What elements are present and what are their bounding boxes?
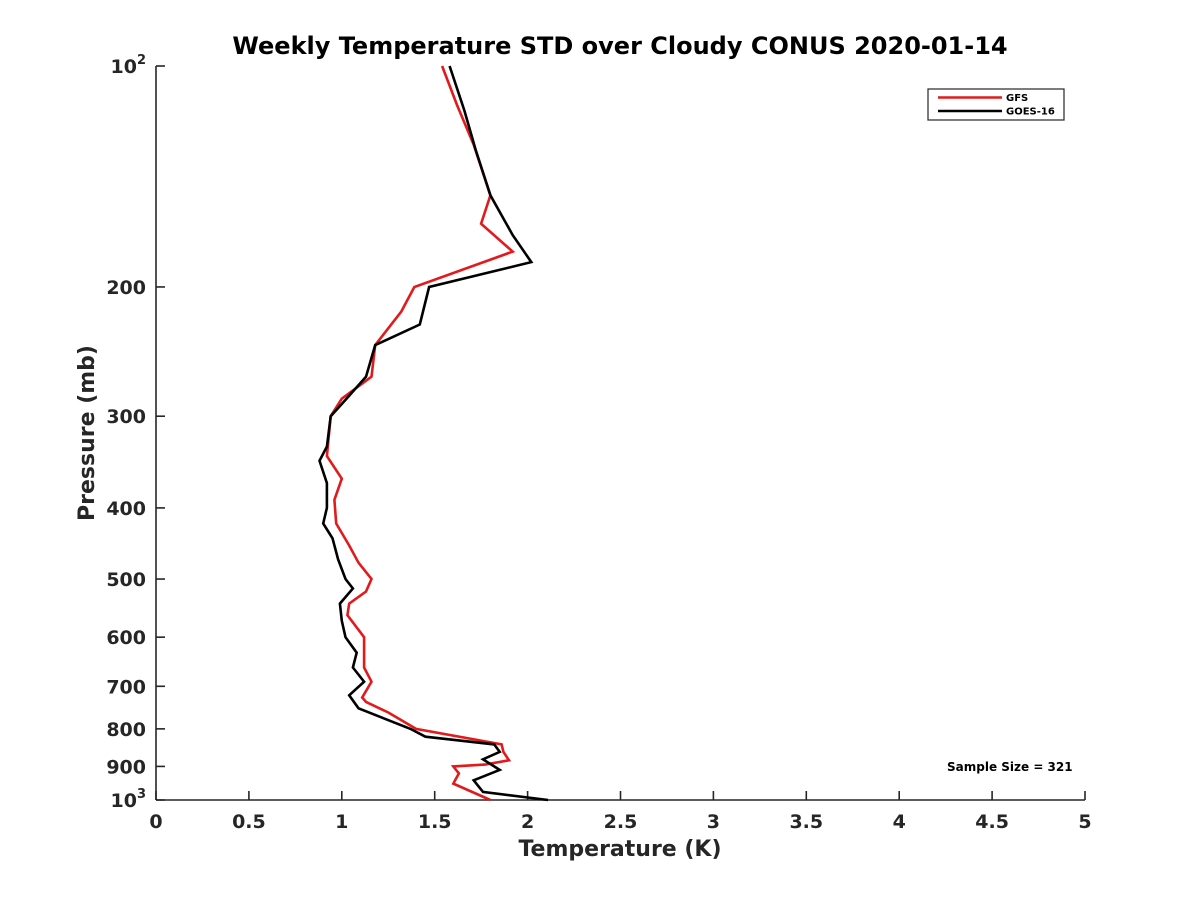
legend-goes16-label: GOES-16	[1006, 107, 1055, 118]
x-tick-label: 4.5	[975, 811, 1009, 833]
y-tick-label: 200	[106, 277, 146, 299]
legend-box	[927, 88, 1065, 121]
chart-title: Weekly Temperature STD over Cloudy CONUS…	[232, 32, 1007, 60]
y-tick-label: 700	[106, 676, 146, 698]
x-tick-label: 5	[1078, 811, 1091, 833]
y-tick-label: 500	[106, 569, 146, 591]
x-tick-label: 4	[893, 811, 906, 833]
y-tick-base: 10	[111, 790, 137, 812]
y-tick-base: 10	[111, 56, 137, 78]
x-ticks: 0 0.5 1 1.5 2 2.5 3 3.5 4 4.5 5	[149, 791, 1092, 833]
y-tick-label: 800	[106, 719, 146, 741]
y-tick-label: 400	[106, 498, 146, 520]
y-tick-label: 600	[106, 627, 146, 649]
series-line-gfs	[325, 65, 516, 802]
x-tick-label: 3.5	[789, 811, 823, 833]
plot-area: 0 0.5 1 1.5 2 2.5 3 3.5 4 4.5 5 102200300400500600…	[106, 53, 1091, 833]
x-tick-label: 3	[707, 811, 720, 833]
series-layer	[318, 65, 549, 802]
y-tick-label: 900	[106, 756, 146, 778]
x-tick-label: 2	[521, 811, 534, 833]
x-tick-label: 0	[149, 811, 162, 833]
x-axis-label: Temperature (K)	[518, 837, 721, 862]
y-tick-label: 102	[111, 53, 147, 78]
legend-gfs-label: GFS	[1006, 93, 1028, 104]
x-tick-label: 1.5	[418, 811, 452, 833]
y-tick-label: 103	[111, 787, 147, 812]
y-axis-label: Pressure (mb)	[75, 345, 100, 521]
y-tick-exponent: 3	[137, 787, 146, 802]
x-tick-label: 1	[335, 811, 348, 833]
y-tick-label: 300	[106, 406, 146, 428]
legend: GFS GOES-16	[927, 88, 1065, 121]
sample-size-annotation: Sample Size = 321	[947, 760, 1073, 774]
series-line-goes-16	[318, 65, 549, 802]
x-tick-label: 0.5	[232, 811, 266, 833]
y-tick-exponent: 2	[137, 53, 146, 68]
x-tick-label: 2.5	[604, 811, 638, 833]
